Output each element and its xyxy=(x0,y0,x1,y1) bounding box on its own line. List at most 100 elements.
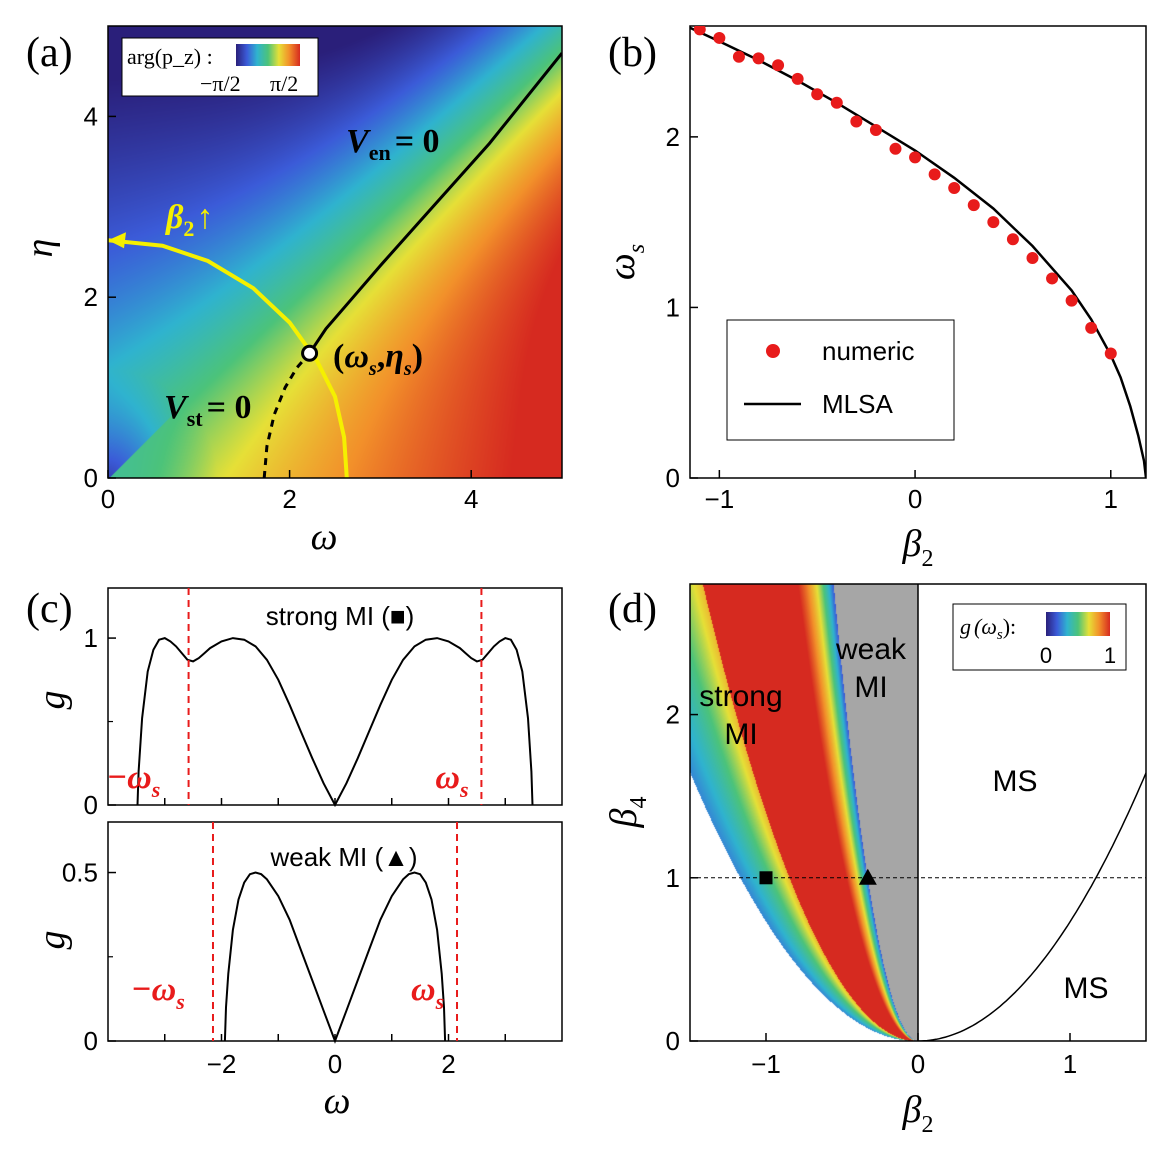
numeric-point xyxy=(1085,321,1098,334)
x-tick-label-c: 0 xyxy=(328,1049,342,1079)
region-weak-mi-1: weak xyxy=(835,633,907,666)
x-tick-label-b: 0 xyxy=(908,484,922,514)
x-tick-label-c: −2 xyxy=(207,1049,237,1079)
y-tick-label-b: 1 xyxy=(666,292,680,322)
x-tick-label-d: −1 xyxy=(751,1049,781,1079)
numeric-point xyxy=(869,124,882,137)
region-strong-mi-1: strong xyxy=(699,680,782,713)
panel-label-b: (b) xyxy=(608,30,657,76)
numeric-point xyxy=(811,88,824,101)
vst-label: Vst = 0 xyxy=(164,389,251,431)
omega-s-label: −ωs xyxy=(107,759,161,802)
ylabel-a: η xyxy=(19,239,61,258)
colorbar-label-d: g (ωs): xyxy=(960,614,1016,643)
colorbar-min-a: −π/2 xyxy=(200,71,241,96)
numeric-point xyxy=(987,216,1000,229)
numeric-point xyxy=(830,96,843,109)
legend-numeric-label: numeric xyxy=(822,336,914,366)
vst-curve xyxy=(262,352,311,478)
ylabel-d: β4 xyxy=(603,797,652,829)
legend-numeric-marker xyxy=(766,344,780,358)
omega-s-label: −ωs xyxy=(131,971,185,1014)
plot-frame-a xyxy=(107,25,563,479)
omega-s-label: ωs xyxy=(435,759,468,802)
numeric-point xyxy=(1006,233,1019,246)
weak-mi-marker xyxy=(858,868,877,885)
y-tick-label-d: 1 xyxy=(666,863,680,893)
numeric-point xyxy=(928,168,941,181)
ven-label: Ven = 0 xyxy=(346,123,440,165)
y-tick-label-c: 0 xyxy=(84,1026,98,1056)
numeric-point xyxy=(732,50,745,63)
numeric-point xyxy=(772,59,785,72)
panel-label-a: (a) xyxy=(26,30,73,76)
point-label: (ωs,ηs) xyxy=(333,338,423,380)
weak-mi-plot: −ωs ωs −2 0 2 0 0.5 xyxy=(62,822,506,1079)
x-tick-label-a: 2 xyxy=(282,484,296,514)
x-tick-label-d: 0 xyxy=(911,1049,925,1079)
region-ms-1: MS xyxy=(993,765,1038,798)
numeric-point xyxy=(850,115,863,128)
legend-b xyxy=(726,319,955,441)
colorbar-label-a: arg(p_z) : xyxy=(127,44,213,69)
beta2-arrowhead xyxy=(108,232,126,249)
x-tick-label-b: −1 xyxy=(705,484,735,514)
panel-b: −1 0 1 0 1 2 numeric MLSA β2 ωs (b) xyxy=(601,25,1147,572)
colorbar-min-d: 0 xyxy=(1040,643,1052,668)
y-tick-label-d: 0 xyxy=(666,1026,680,1056)
plot-frame-c-top xyxy=(107,587,563,806)
legend-mlsa-label: MLSA xyxy=(822,389,893,419)
numeric-point xyxy=(713,31,726,44)
strong-mi-plot: −ωs ωs 0 1 xyxy=(84,588,534,820)
title-c-bottom: weak MI (▲) xyxy=(269,842,417,872)
numeric-point xyxy=(1065,294,1078,307)
y-tick-label-a: 2 xyxy=(84,282,98,312)
numeric-point xyxy=(967,199,980,212)
region-weak-mi-2: MI xyxy=(854,671,887,704)
panel-c: −ωs ωs 0 1 −ωs ωs −2 0 2 0 0.5 strong MI (■) weak… xyxy=(26,586,563,1122)
colorbar-max-d: 1 xyxy=(1104,643,1116,668)
y-tick-label-c: 1 xyxy=(84,623,98,653)
panel-a: 0 2 4 0 2 4 arg(p_z) : −π/2 π/2 Ven = 0 Vst = 0… xyxy=(19,25,563,558)
y-tick-label-b: 2 xyxy=(666,122,680,152)
ms-boundary xyxy=(918,772,1146,1041)
strong-mi-marker xyxy=(759,871,773,885)
numeric-point xyxy=(1046,272,1059,285)
panel-d: −1 0 1 0 1 2 strong MI weak MI MS MS g (ωs): 0… xyxy=(603,583,1147,1138)
ylabel-b: ωs xyxy=(601,244,650,280)
numeric-point xyxy=(791,72,804,85)
x-tick-label-d: 1 xyxy=(1063,1049,1077,1079)
numeric-point xyxy=(889,142,902,155)
axis-ticks-a: 0 2 4 0 2 4 xyxy=(84,101,479,514)
title-c-top: strong MI (■) xyxy=(266,601,415,631)
numeric-point xyxy=(752,52,765,65)
panel-label-c: (c) xyxy=(26,586,73,632)
xlabel-b: β2 xyxy=(902,523,934,572)
numeric-point xyxy=(1026,251,1039,264)
numeric-point xyxy=(1104,347,1117,360)
omega-s-label: ωs xyxy=(411,971,444,1014)
beta2-arc xyxy=(108,238,349,478)
xlabel-c: ω xyxy=(324,1080,351,1122)
region-ms-2: MS xyxy=(1064,972,1109,1005)
x-tick-label-a: 4 xyxy=(464,484,478,514)
axis-ticks-b: −1 0 1 0 1 2 xyxy=(666,122,1118,514)
colorbar-d xyxy=(1046,612,1110,636)
colorbar-max-a: π/2 xyxy=(270,71,298,96)
y-tick-label-c: 0 xyxy=(84,790,98,820)
beta2-label-a: β2↑ xyxy=(164,199,213,241)
colorbar-a xyxy=(236,44,300,66)
y-tick-label-a: 4 xyxy=(84,101,98,131)
ylabel-c-top: g xyxy=(31,691,73,710)
y-tick-label-d: 2 xyxy=(666,700,680,730)
axis-ticks-d: −1 0 1 0 1 2 xyxy=(666,700,1078,1079)
y-tick-label-b: 0 xyxy=(666,463,680,493)
panel-label-d: (d) xyxy=(608,586,657,632)
y-tick-label-c: 0.5 xyxy=(62,858,98,888)
critical-point xyxy=(301,344,319,362)
x-tick-label-b: 1 xyxy=(1104,484,1118,514)
x-tick-label-a: 0 xyxy=(101,484,115,514)
numeric-point xyxy=(948,182,961,195)
numeric-point xyxy=(693,26,706,36)
